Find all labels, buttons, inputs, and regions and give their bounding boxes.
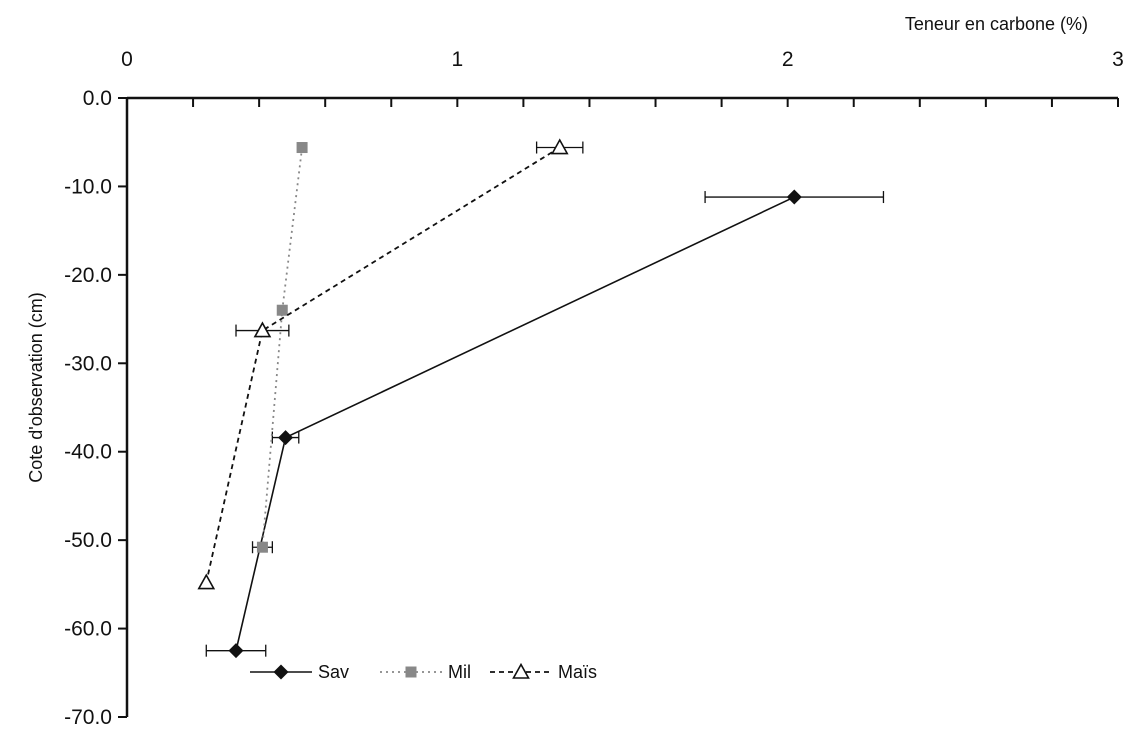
data-point-2-2 [197, 573, 216, 590]
legend-label-2: Maïs [558, 662, 597, 682]
data-point-0-1 [278, 430, 294, 446]
series-line-0 [235, 196, 795, 651]
y-tick-label: -70.0 [64, 706, 112, 729]
y-axis-title: Cote d'observation (cm) [26, 292, 46, 483]
x-tick-label: 1 [451, 48, 463, 71]
legend-label-0: Sav [318, 662, 349, 682]
legend-marker-2 [512, 662, 530, 679]
y-tick-label: -60.0 [64, 618, 112, 641]
data-point-0-0 [786, 189, 802, 205]
data-point-1-0 [296, 142, 308, 154]
data-point-1-2 [256, 541, 268, 553]
series-line-1 [261, 147, 303, 548]
y-tick-label: -20.0 [64, 264, 112, 287]
y-tick-label: -30.0 [64, 352, 112, 375]
data-point-2-0 [550, 138, 569, 155]
y-tick-label: -40.0 [64, 441, 112, 464]
x-tick-label: 2 [782, 48, 794, 71]
y-tick-label: -10.0 [64, 175, 112, 198]
data-point-0-2 [228, 643, 244, 659]
x-axis-title: Teneur en carbone (%) [905, 14, 1088, 34]
data-point-2-1 [253, 321, 272, 338]
legend-label-1: Mil [448, 662, 471, 682]
data-point-1-1 [276, 304, 288, 316]
legend-marker-0 [273, 664, 289, 680]
series-line-2 [205, 146, 561, 583]
x-tick-label: 3 [1112, 48, 1124, 71]
x-tick-label: 0 [121, 48, 133, 71]
y-tick-label: 0.0 [83, 87, 112, 110]
legend-marker-1 [405, 666, 417, 678]
y-tick-label: -50.0 [64, 529, 112, 552]
